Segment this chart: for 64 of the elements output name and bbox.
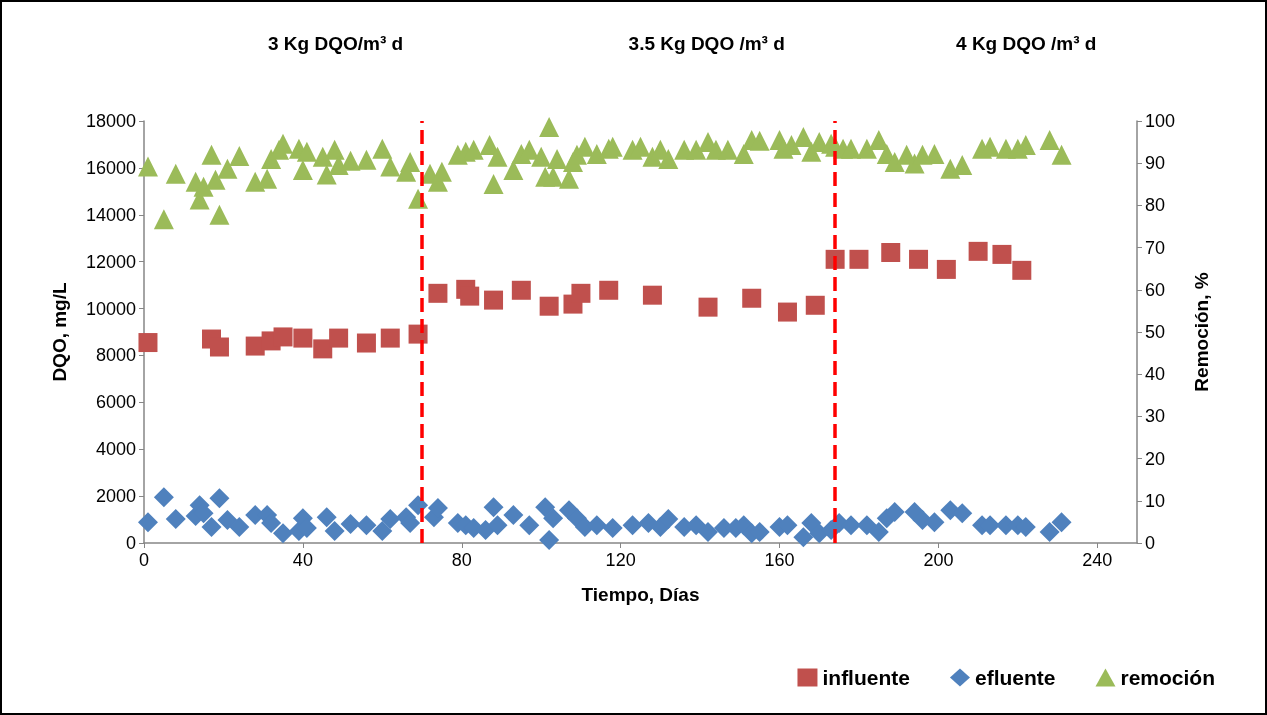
- y-tick-label: 18000: [85, 111, 136, 131]
- y2-tick-label: 80: [1145, 195, 1166, 216]
- point: [599, 280, 619, 300]
- point: [428, 283, 448, 303]
- point: [968, 241, 988, 261]
- y-tick-label: 6000: [95, 392, 136, 413]
- point: [329, 328, 349, 348]
- point: [909, 249, 929, 269]
- legend-label: influente: [822, 666, 910, 689]
- point: [777, 302, 797, 322]
- y2-tick-label: 70: [1145, 237, 1166, 258]
- y-tick-label: 0: [125, 533, 136, 553]
- y-tick-label: 14000: [85, 204, 136, 225]
- y2-tick-label: 0: [1145, 533, 1156, 553]
- point: [881, 243, 901, 263]
- x-tick-label: 160: [764, 550, 795, 570]
- point: [356, 333, 376, 353]
- point: [460, 286, 480, 306]
- text: 3.5 Kg DQO /m³ d: [628, 33, 785, 54]
- y2-tick-label: 60: [1145, 279, 1166, 300]
- y2-tick-label: 100: [1145, 111, 1176, 131]
- point: [293, 328, 313, 348]
- text: 4 Kg DQO /m³ d: [956, 33, 1097, 54]
- legend-label: efluente: [974, 666, 1056, 689]
- point: [698, 297, 718, 317]
- point: [936, 259, 956, 279]
- text: 3 Kg DQO/m³ d: [268, 33, 404, 54]
- y2-tick-label: 20: [1145, 448, 1166, 469]
- x-tick-label: 0: [138, 550, 150, 570]
- point: [209, 337, 229, 357]
- x-tick-label: 120: [605, 550, 636, 570]
- y-tick-label: 8000: [95, 345, 136, 366]
- point: [138, 333, 158, 353]
- y-tick-label: 10000: [85, 298, 136, 319]
- y2-tick-label: 10: [1145, 490, 1166, 511]
- point: [380, 328, 400, 348]
- y-tick-label: 12000: [85, 251, 136, 272]
- y-tick-label: 2000: [95, 486, 136, 507]
- point: [742, 288, 762, 308]
- y2-tick-label: 30: [1145, 406, 1166, 427]
- point: [313, 339, 333, 359]
- y-tick-label: 16000: [85, 157, 136, 178]
- point: [642, 285, 662, 305]
- y2-tick-label: 40: [1145, 364, 1166, 385]
- y2-tick-label: 50: [1145, 322, 1166, 342]
- x-tick-label: 40: [292, 550, 313, 570]
- y2-axis-title: Remoción, %: [1191, 272, 1212, 392]
- point: [539, 296, 559, 316]
- legend-label: remoción: [1120, 666, 1216, 689]
- point: [484, 290, 504, 310]
- x-tick-label: 240: [1082, 550, 1113, 570]
- y-tick-label: 4000: [95, 439, 136, 460]
- point: [511, 280, 531, 300]
- point: [571, 283, 591, 303]
- y2-tick-label: 90: [1145, 153, 1166, 174]
- point: [273, 327, 293, 347]
- point: [805, 295, 825, 315]
- point: [992, 244, 1012, 264]
- point: [1012, 260, 1032, 280]
- y-axis-title: DQO, mg/L: [49, 282, 70, 382]
- x-tick-label: 80: [451, 550, 472, 570]
- x-axis-title: Tiempo, Días: [581, 584, 700, 605]
- point: [849, 249, 869, 269]
- x-tick-label: 200: [923, 550, 954, 570]
